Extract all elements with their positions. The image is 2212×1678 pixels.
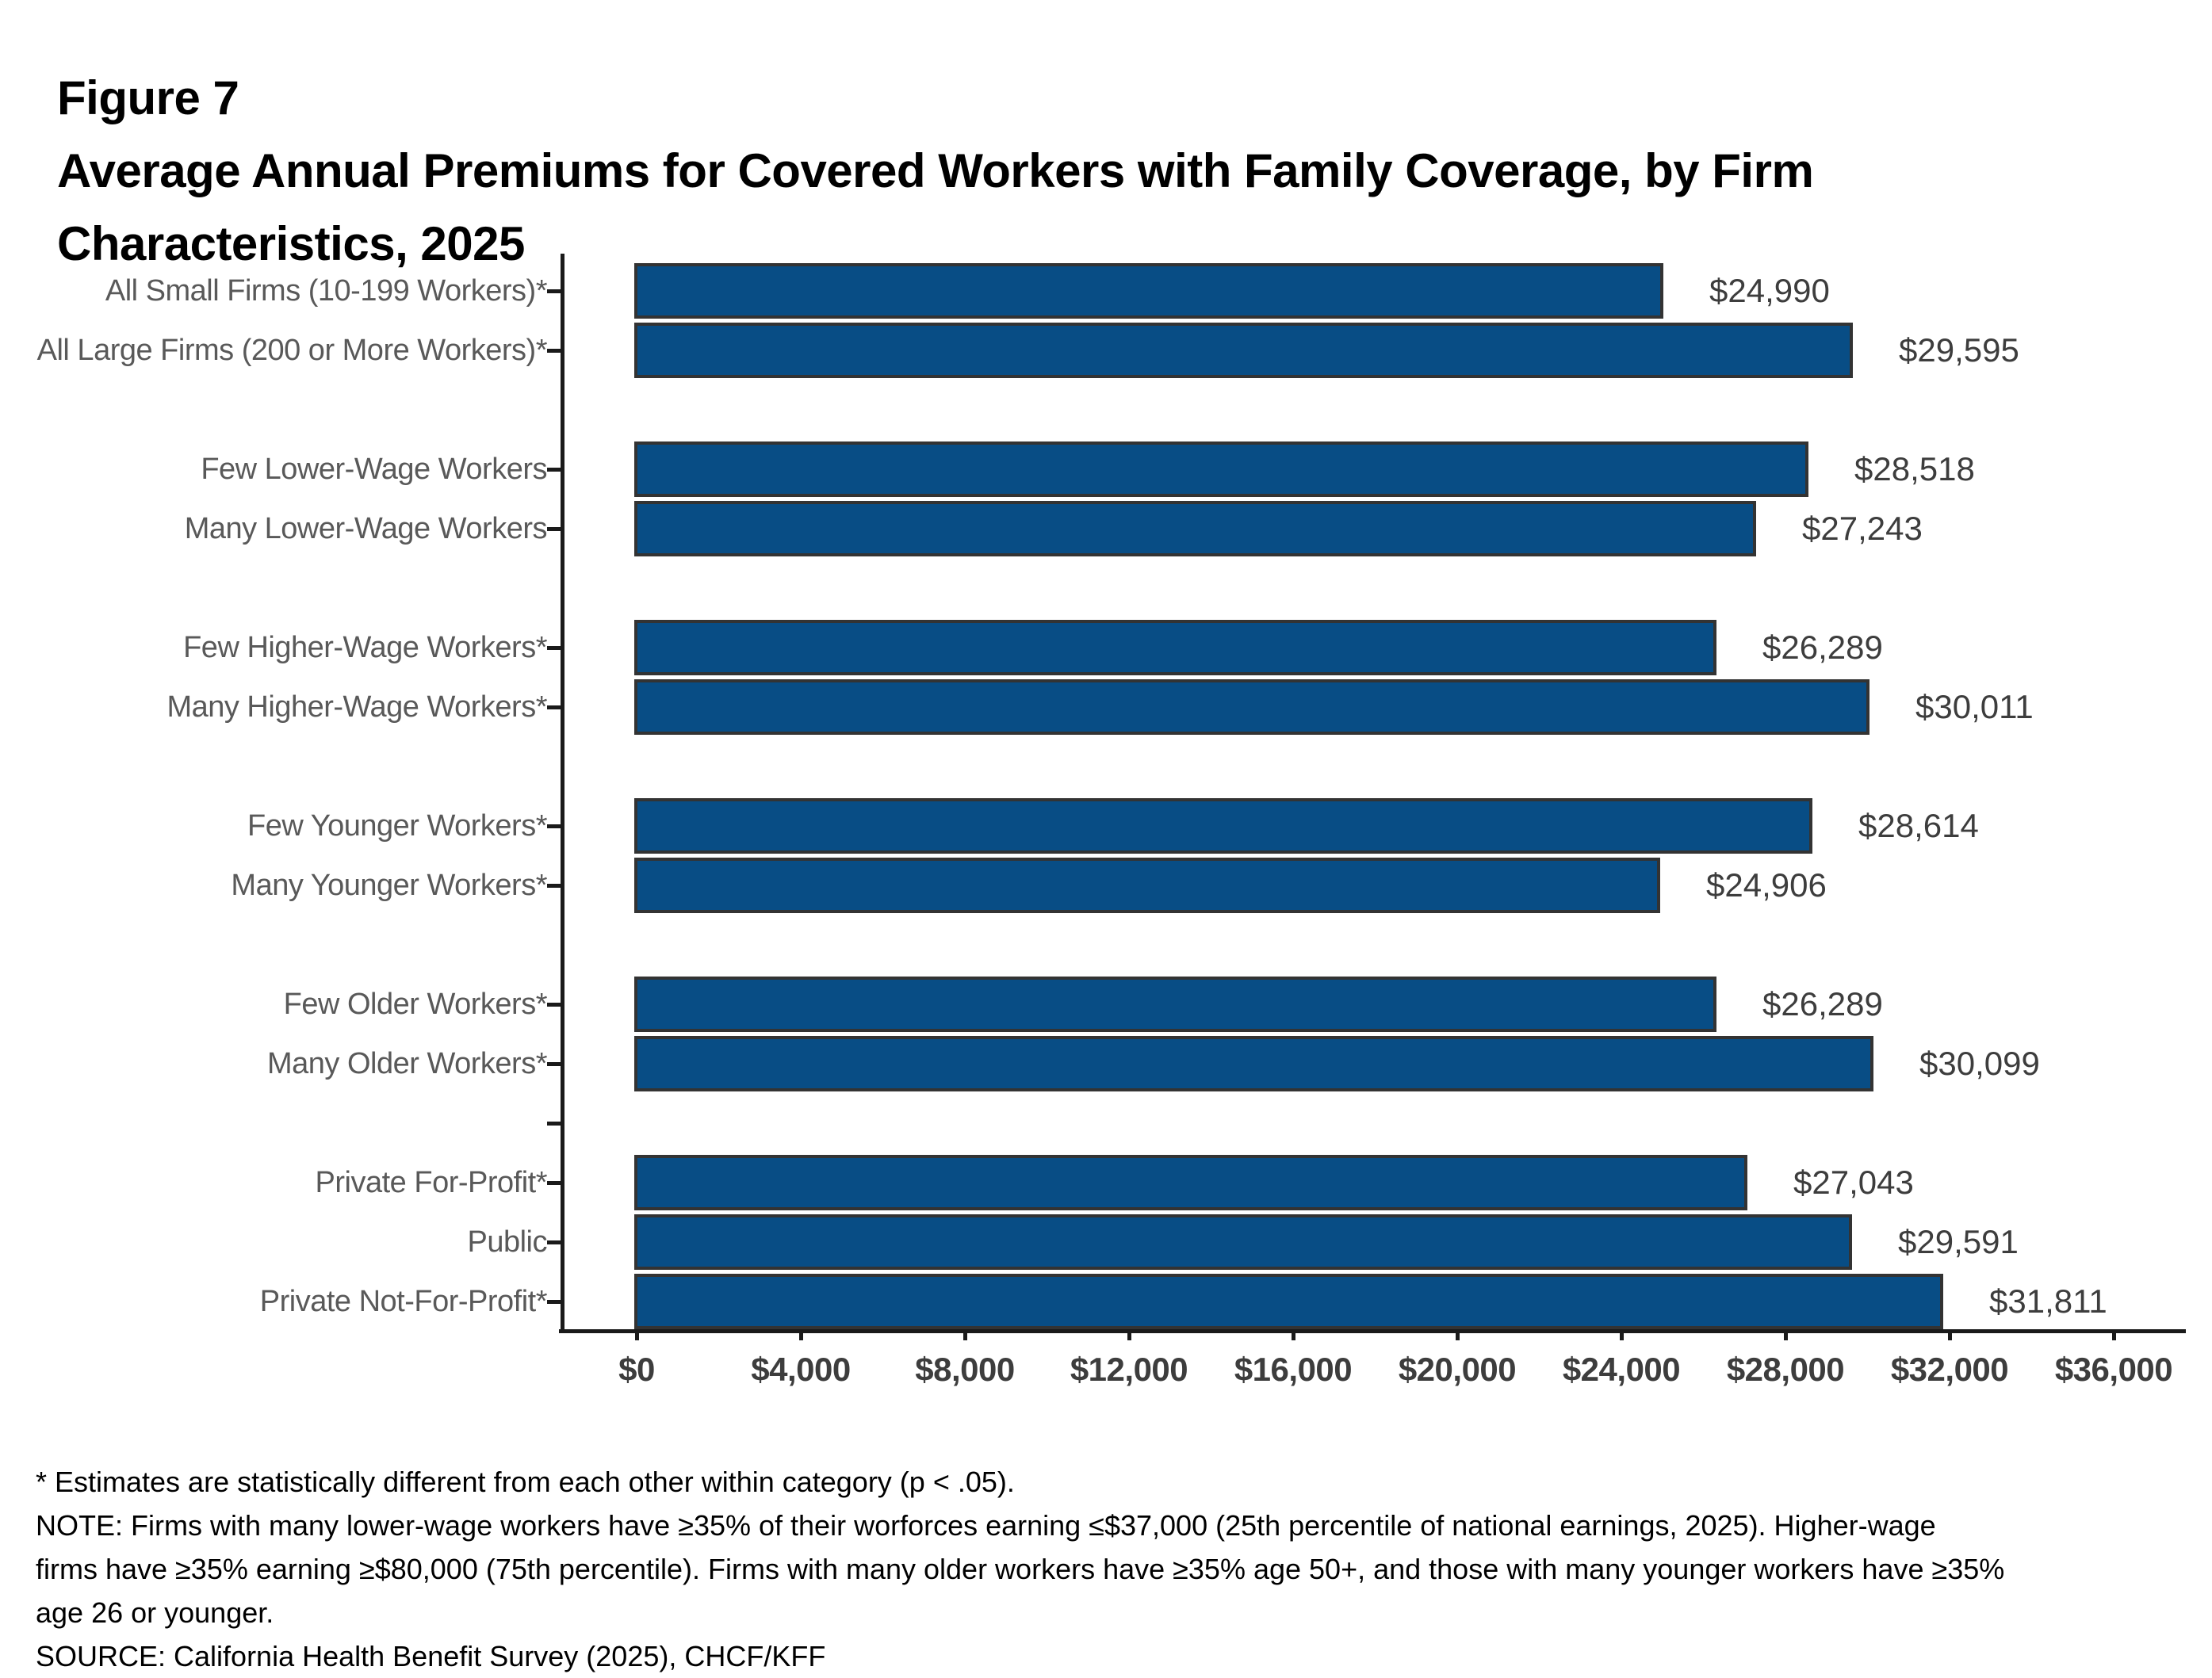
y-axis-tick bbox=[547, 646, 561, 650]
category-label: Few Older Workers* bbox=[283, 988, 548, 1021]
x-axis-tick-label: $28,000 bbox=[1726, 1351, 1845, 1388]
bar bbox=[634, 501, 1756, 556]
x-axis-tick-label: $24,000 bbox=[1562, 1351, 1681, 1388]
bar bbox=[634, 1036, 1873, 1091]
bar bbox=[634, 858, 1660, 913]
y-axis-tick bbox=[547, 1300, 561, 1304]
y-axis-tick bbox=[547, 1240, 561, 1244]
x-axis-tick bbox=[2112, 1329, 2116, 1340]
bar bbox=[634, 263, 1663, 319]
bar bbox=[634, 323, 1853, 378]
bar bbox=[634, 977, 1716, 1032]
bar-value-label: $30,011 bbox=[1915, 688, 2034, 725]
x-axis-tick bbox=[1456, 1329, 1460, 1340]
footnote-source: SOURCE: California Health Benefit Survey… bbox=[36, 1640, 826, 1672]
y-axis-spacer-tick bbox=[547, 1122, 561, 1126]
bar-value-label: $28,614 bbox=[1858, 807, 1979, 844]
chart-title-line-1: Average Annual Premiums for Covered Work… bbox=[57, 144, 1814, 197]
bar-value-label: $27,043 bbox=[1793, 1164, 1914, 1201]
bar-value-label: $26,289 bbox=[1762, 629, 1883, 666]
x-axis-tick bbox=[1784, 1329, 1788, 1340]
y-axis-tick bbox=[547, 527, 561, 531]
chart-title-line-2: Characteristics, 2025 bbox=[57, 217, 525, 270]
x-axis-tick bbox=[1127, 1329, 1131, 1340]
footnote-note-line-3: age 26 or younger. bbox=[36, 1596, 274, 1629]
category-label: Few Younger Workers* bbox=[247, 809, 547, 843]
bar-value-label: $24,990 bbox=[1709, 272, 1830, 309]
bar bbox=[634, 1214, 1852, 1270]
category-label: Many Older Workers* bbox=[266, 1047, 548, 1080]
footnote-note-line-2: firms have ≥35% earning ≥$80,000 (75th p… bbox=[36, 1553, 2005, 1585]
x-axis-tick bbox=[1620, 1329, 1624, 1340]
y-axis-tick bbox=[547, 289, 561, 293]
bar bbox=[634, 679, 1869, 735]
x-axis-tick bbox=[1948, 1329, 1952, 1340]
x-axis-tick-label: $20,000 bbox=[1398, 1351, 1517, 1388]
x-axis-line bbox=[559, 1329, 2186, 1333]
bar-value-label: $26,289 bbox=[1762, 985, 1883, 1022]
y-axis-tick bbox=[547, 349, 561, 353]
y-axis-line bbox=[561, 254, 564, 1333]
footnote-note-line-1: NOTE: Firms with many lower-wage workers… bbox=[36, 1509, 1936, 1542]
bar-value-label: $28,518 bbox=[1854, 450, 1975, 487]
title-block: Figure 7 Average Annual Premiums for Cov… bbox=[57, 62, 1814, 281]
y-axis-tick bbox=[547, 705, 561, 709]
x-axis-tick-label: $12,000 bbox=[1070, 1351, 1188, 1388]
category-label: Few Lower-Wage Workers bbox=[201, 453, 547, 486]
x-axis-tick-label: $32,000 bbox=[1890, 1351, 2009, 1388]
y-axis-tick bbox=[547, 468, 561, 472]
footnotes: * Estimates are statistically different … bbox=[36, 1460, 2004, 1678]
category-label: All Large Firms (200 or More Workers)* bbox=[36, 334, 548, 367]
figure-number: Figure 7 bbox=[57, 71, 239, 124]
category-label: All Small Firms (10-199 Workers)* bbox=[105, 274, 548, 308]
bar bbox=[634, 1274, 1943, 1329]
category-label: Many Younger Workers* bbox=[231, 869, 547, 902]
bar bbox=[634, 1155, 1747, 1210]
category-label: Private Not-For-Profit* bbox=[259, 1285, 548, 1318]
y-axis-tick bbox=[547, 1181, 561, 1185]
x-axis-tick bbox=[635, 1329, 639, 1340]
x-axis-tick bbox=[963, 1329, 967, 1340]
x-axis-tick-label: $0 bbox=[618, 1351, 655, 1388]
y-axis-tick bbox=[547, 1003, 561, 1007]
bar-value-label: $29,591 bbox=[1898, 1223, 2019, 1260]
category-label: Few Higher-Wage Workers* bbox=[183, 631, 547, 664]
category-label: Many Lower-Wage Workers bbox=[184, 512, 548, 545]
x-axis-tick-label: $4,000 bbox=[751, 1351, 851, 1388]
category-label: Public bbox=[467, 1225, 548, 1259]
bar bbox=[634, 441, 1808, 497]
x-axis-tick bbox=[799, 1329, 803, 1340]
category-label: Private For-Profit* bbox=[315, 1166, 548, 1199]
bar-value-label: $27,243 bbox=[1802, 510, 1923, 547]
x-axis-tick bbox=[1292, 1329, 1295, 1340]
x-axis-tick-label: $8,000 bbox=[915, 1351, 1015, 1388]
category-label: Many Higher-Wage Workers* bbox=[166, 690, 547, 724]
y-axis-tick bbox=[547, 824, 561, 828]
x-axis-tick-label: $16,000 bbox=[1234, 1351, 1353, 1388]
bar-value-label: $29,595 bbox=[1899, 331, 2019, 369]
bar-value-label: $30,099 bbox=[1919, 1045, 2040, 1082]
bar bbox=[634, 620, 1716, 675]
footnote-significance: * Estimates are statistically different … bbox=[36, 1466, 1015, 1498]
bar-value-label: $24,906 bbox=[1706, 866, 1827, 904]
bar bbox=[634, 798, 1812, 854]
y-axis-tick bbox=[547, 1062, 561, 1066]
y-axis-tick bbox=[547, 884, 561, 888]
bar-value-label: $31,811 bbox=[1989, 1282, 2107, 1320]
x-axis-tick-label: $36,000 bbox=[2054, 1351, 2173, 1388]
